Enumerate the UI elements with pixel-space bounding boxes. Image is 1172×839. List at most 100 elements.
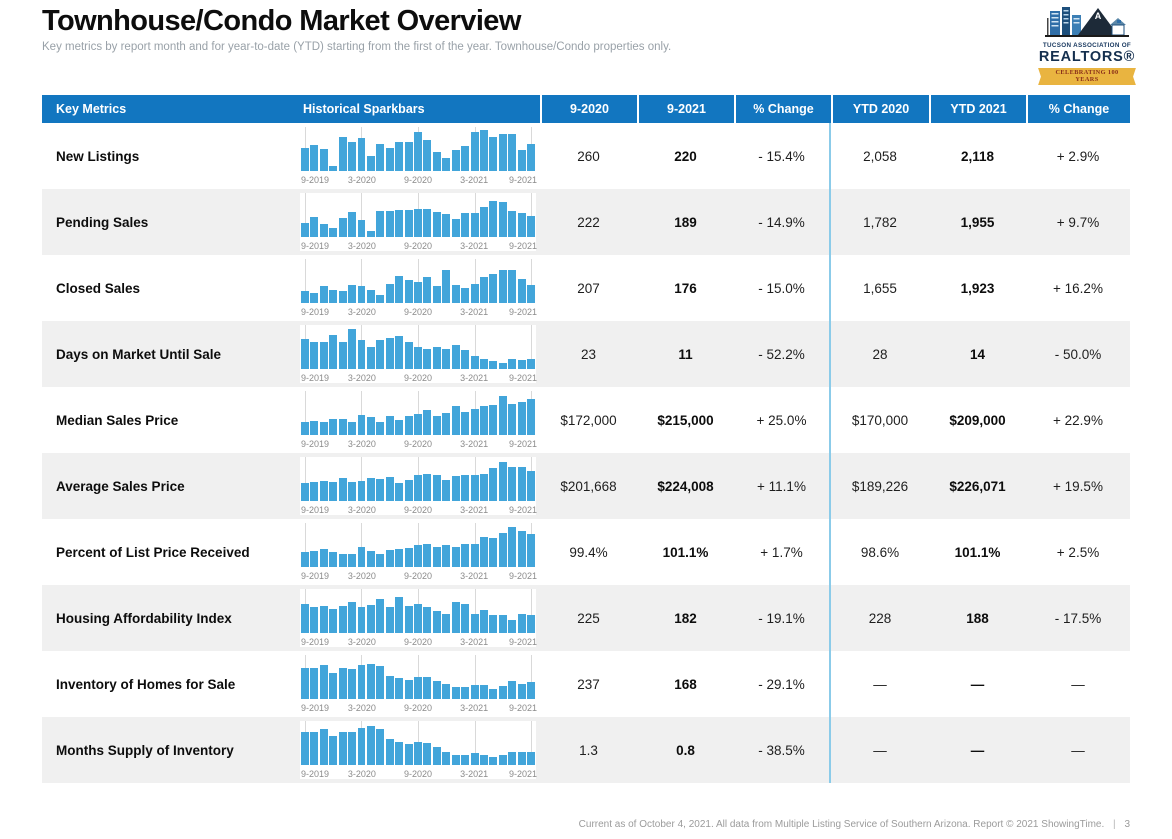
sparkbar-bar (480, 358, 488, 369)
sparkbar-bar (310, 606, 319, 633)
sparkbar-bar (404, 480, 413, 501)
sparkbar-bars (301, 657, 536, 699)
pct-change-ytd: - 50.0% (1054, 346, 1102, 362)
sparkbar-bar (366, 230, 375, 237)
sparkbar-bar (480, 685, 488, 699)
sparkbar-tick (304, 193, 306, 237)
sparkbar-bar (451, 475, 460, 501)
sparkbar-axis-label: 9-2020 (403, 439, 433, 449)
sparkbar-bar (310, 421, 319, 435)
sparkbar-bar (517, 466, 526, 501)
sparkbar-bar (301, 667, 309, 699)
sparkbar-bar (442, 158, 451, 171)
table-row: Housing Affordability Index 9-2019 3-2020… (42, 585, 1130, 651)
sparkbar-bar (357, 606, 366, 633)
sparkbar-axis-label: 9-2019 (301, 637, 330, 647)
header-month-2021: 9-2021 (637, 95, 734, 123)
pct-change-ytd: + 19.5% (1053, 478, 1103, 494)
value-month-2020: 225 (577, 610, 600, 626)
sparkbar-axis-label: 3-2020 (347, 571, 376, 581)
sparkbar-bar (301, 147, 309, 171)
value-ytd-2021: 14 (969, 346, 986, 362)
sparkbar-bar (508, 358, 517, 369)
sparkbar-bar (442, 545, 451, 567)
sparkbar-bar (376, 666, 385, 699)
sparkbar-bar (395, 210, 404, 237)
sparkbar-bar (385, 738, 394, 765)
sparkbar-bar (385, 675, 394, 699)
sparkbar-axis-label: 9-2019 (301, 175, 330, 185)
sparkbar-bars (301, 525, 536, 567)
sparkbar-bar (432, 211, 441, 237)
value-month-2021: 189 (674, 214, 697, 230)
sparkbar-chart: 9-2019 3-2020 9-2020 3-2021 9-2021 (300, 193, 537, 251)
table-row: Months Supply of Inventory 9-2019 3-2020 9… (42, 717, 1130, 783)
sparkbar-bar (470, 212, 479, 237)
sparkbar-tick (531, 721, 533, 765)
sparkbar-bars (301, 195, 536, 237)
sparkbar-bar (451, 344, 460, 369)
sparkbar-bar (498, 202, 507, 237)
value-month-2021: 11 (678, 346, 693, 362)
sparkbar-axis-label: 9-2021 (508, 571, 537, 581)
sparkbar-bar (301, 223, 309, 237)
sparkbar-bar (470, 474, 479, 501)
sparkbar-bar (301, 552, 309, 567)
value-month-2021: 176 (674, 280, 697, 296)
sparkbar-bar (461, 213, 470, 237)
sparkbar-axis-label: 3-2021 (460, 439, 489, 449)
sparkbar-bar (329, 334, 338, 369)
sparkbar-bar (329, 419, 338, 435)
sparkbar-bar (517, 531, 526, 567)
footer-separator: | (1113, 819, 1116, 830)
sparkbar-bar (414, 741, 422, 765)
sparkbar-chart: 9-2019 3-2020 9-2020 3-2021 9-2021 (300, 391, 537, 449)
sparkbar-chart: 9-2019 3-2020 9-2020 3-2021 9-2021 (300, 259, 537, 317)
value-month-2020: 99.4% (569, 544, 608, 560)
sparkbar-bar (480, 276, 488, 303)
sparkbar-bar (301, 732, 309, 765)
sparkbar-bar (338, 218, 347, 237)
sparkbar-bar (451, 687, 460, 699)
footer-source-text: Current as of October 4, 2021. All data … (578, 819, 1105, 830)
value-ytd-2020: 1,655 (863, 280, 897, 296)
sparkbar-bar (527, 285, 536, 303)
sparkbar-bar (404, 416, 413, 435)
sparkbar-bar (338, 732, 347, 765)
sparkbar-bar (489, 274, 498, 303)
sparkbar-tick (531, 655, 533, 699)
sparkbar-bar (395, 275, 404, 303)
sparkbar-bar (432, 152, 441, 171)
value-ytd-2020: $189,226 (851, 478, 909, 494)
value-ytd-2020: 28 (872, 346, 888, 362)
sparkbar-tick (418, 391, 419, 435)
sparkbar-bar (432, 747, 441, 765)
sparkbar-bar (376, 479, 385, 501)
sparkbar-bar (527, 470, 536, 501)
sparkbar-bar (338, 137, 347, 171)
value-month-2021: 101.1% (662, 544, 709, 560)
sparkbar-bar (385, 284, 394, 303)
sparkbar-bar (470, 131, 479, 171)
sparkbar-axis-label: 9-2021 (508, 307, 537, 317)
sparkbar-bar (432, 474, 441, 501)
sparkbar-bar (357, 664, 366, 699)
metric-label: Median Sales Price (56, 412, 179, 428)
sparkbar-bar (376, 340, 385, 369)
sparkbar-bar (508, 619, 517, 633)
pct-change-ytd: - 17.5% (1054, 610, 1102, 626)
sparkbar-bar (301, 603, 309, 633)
header-ytd-2020: YTD 2020 (831, 95, 929, 123)
sparkbar-bar (498, 532, 507, 567)
sparkbar-bar (470, 614, 479, 633)
sparkbar-bar (489, 757, 498, 765)
sparkbar-axis-label: 3-2021 (460, 505, 489, 515)
sparkbar-bar (508, 403, 517, 435)
sparkbar-bar (385, 606, 394, 633)
sparkbar-bar (517, 614, 526, 633)
sparkbar-bar (329, 672, 338, 699)
sparkbar-bar (404, 744, 413, 765)
table-body: New Listings 9-2019 3-2020 9-2020 3-2021 9-2… (42, 123, 1130, 783)
sparkbar-bar (489, 468, 498, 501)
sparkbar-bar (376, 553, 385, 567)
